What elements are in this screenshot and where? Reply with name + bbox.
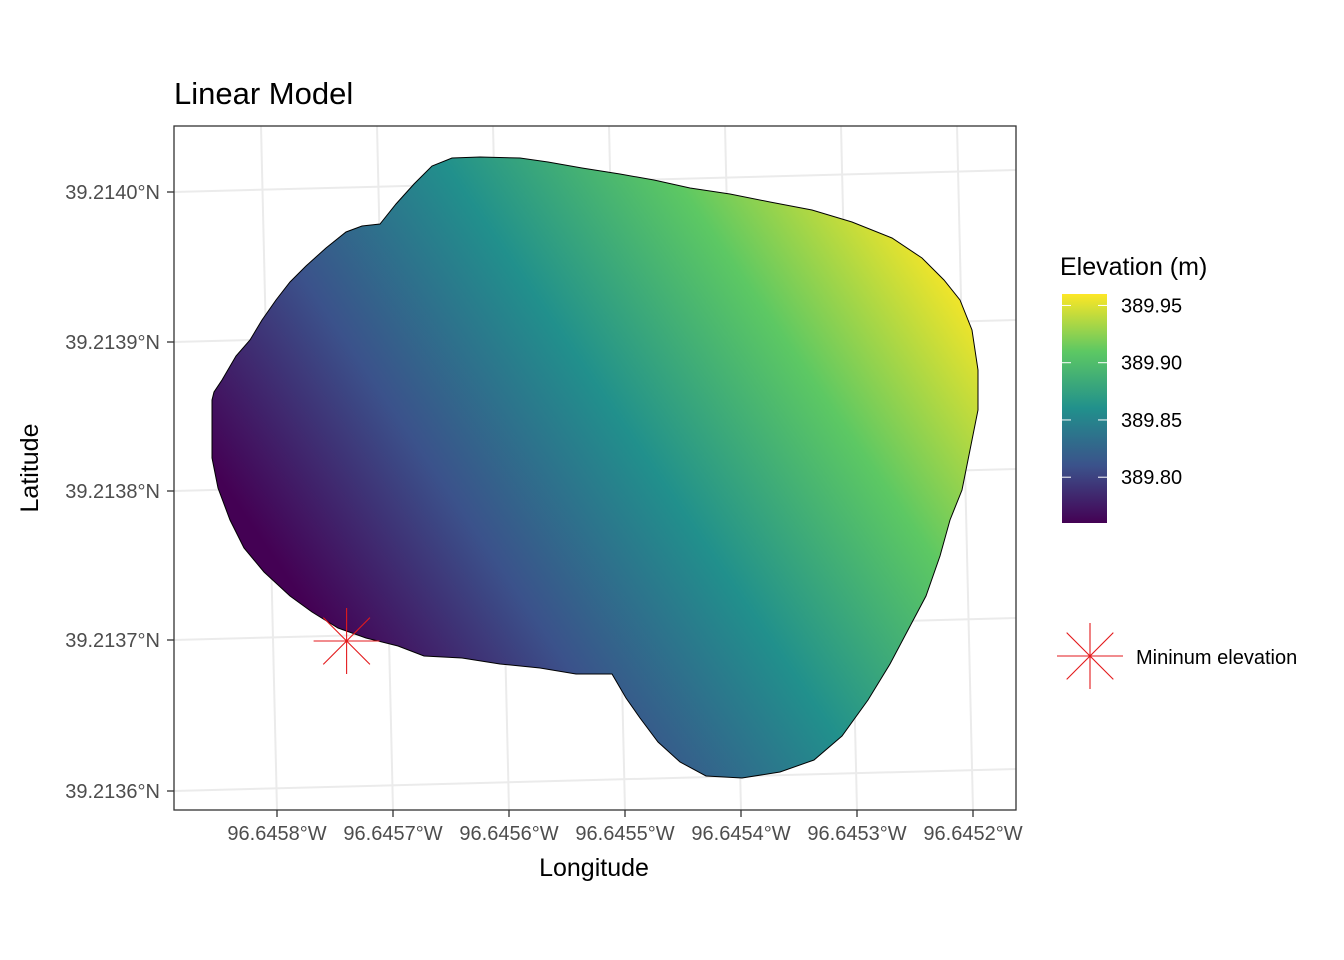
point-legend: Mininum elevation xyxy=(1057,623,1297,689)
colorbar-tick-label: 389.90 xyxy=(1121,353,1182,375)
legend-asterisk xyxy=(1057,623,1123,689)
plot-panel xyxy=(173,125,1017,811)
x-axis-title: Longitude xyxy=(539,854,649,882)
min-elevation-marker xyxy=(313,608,380,674)
colorbar-legend: Elevation (m) 389.95 389.90 389.85 389.80 xyxy=(1060,253,1207,523)
colorbar-ticks: 389.95 389.90 389.85 389.80 xyxy=(1062,295,1182,489)
grid-line-y xyxy=(173,768,1017,792)
x-axis: 96.6458°W 96.6457°W 96.6456°W 96.6455°W 96.6… xyxy=(227,810,1023,845)
min-elevation-asterisk xyxy=(313,608,380,674)
x-tick-label: 96.6453°W xyxy=(807,823,906,845)
y-tick-label: 39.2139°N xyxy=(65,332,160,354)
x-tick-label: 96.6456°W xyxy=(459,823,558,845)
colorbar-tick-label: 389.95 xyxy=(1121,295,1182,317)
x-tick-label: 96.6455°W xyxy=(575,823,674,845)
colorbar-tick-label: 389.85 xyxy=(1121,410,1182,432)
y-tick-label: 39.2138°N xyxy=(65,481,160,503)
colorbar-tick-label: 389.80 xyxy=(1121,467,1182,489)
y-tick-label: 39.2137°N xyxy=(65,630,160,652)
y-axis-title: Latitude xyxy=(16,424,44,513)
y-tick-label: 39.2140°N xyxy=(65,182,160,204)
colorbar-title: Elevation (m) xyxy=(1060,253,1207,281)
field-outline xyxy=(211,156,979,779)
chart-title: Linear Model xyxy=(174,76,353,111)
y-tick-label: 39.2136°N xyxy=(65,781,160,803)
x-tick-label: 96.6452°W xyxy=(923,823,1022,845)
x-tick-label: 96.6458°W xyxy=(227,823,326,845)
legend-label-min-elevation: Mininum elevation xyxy=(1136,647,1297,669)
panel-border xyxy=(173,125,1017,811)
colorbar xyxy=(1062,294,1107,523)
x-tick-label: 96.6454°W xyxy=(691,823,790,845)
x-tick-label: 96.6457°W xyxy=(343,823,442,845)
y-axis: 39.2136°N 39.2137°N 39.2138°N 39.2139°N 39.2… xyxy=(65,182,174,803)
asterisk-legend-icon xyxy=(1057,623,1123,689)
